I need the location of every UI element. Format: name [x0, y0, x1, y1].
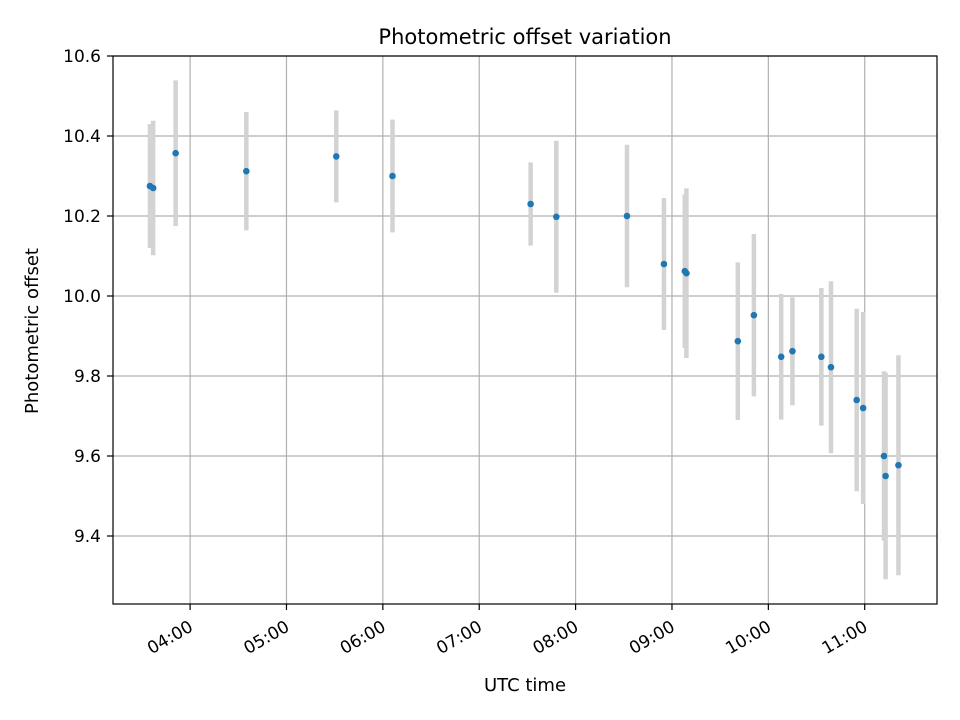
data-point: [683, 269, 690, 277]
data-point: [243, 167, 250, 175]
y-tick-label: 10.4: [63, 127, 101, 147]
grid-layer: [113, 55, 937, 604]
data-point: [750, 311, 758, 319]
point-layer: [146, 149, 902, 480]
data-point: [660, 260, 668, 268]
data-point: [882, 472, 889, 480]
y-tick-label: 9.4: [74, 527, 101, 547]
y-tick-label: 10.2: [63, 207, 101, 227]
data-point: [859, 404, 867, 412]
y-tick-label: 10.6: [63, 47, 101, 67]
data-point: [818, 353, 825, 361]
data-point: [853, 396, 860, 404]
x-axis-label: UTC time: [484, 675, 566, 696]
data-point: [895, 461, 902, 469]
y-axis-label: Photometric offset: [22, 248, 43, 414]
data-point: [172, 149, 179, 157]
data-point: [553, 213, 560, 221]
data-point: [789, 347, 796, 355]
data-point: [827, 363, 835, 371]
data-point: [389, 172, 396, 180]
plot-frame: [112, 55, 938, 605]
y-tick-label: 9.8: [74, 367, 101, 387]
data-point: [149, 184, 157, 192]
data-point: [777, 353, 785, 361]
data-point: [527, 200, 534, 208]
chart-title: Photometric offset variation: [378, 25, 671, 49]
data-point: [623, 212, 631, 220]
y-tick-label: 9.6: [74, 447, 101, 467]
y-tick-label: 10.0: [63, 287, 101, 307]
data-point: [880, 452, 888, 460]
data-point: [734, 337, 742, 345]
data-point: [332, 153, 340, 160]
